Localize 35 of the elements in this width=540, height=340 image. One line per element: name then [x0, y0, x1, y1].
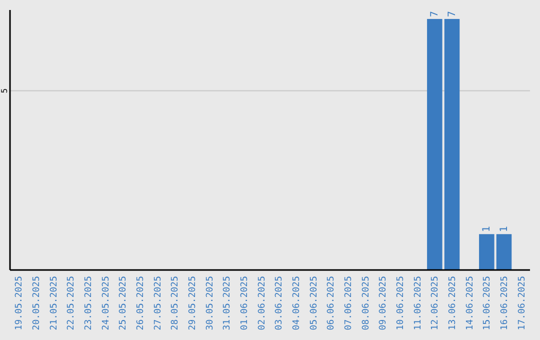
- x-tick-label: 26.05.2025: [136, 276, 146, 330]
- x-tick-label: 14.06.2025: [465, 276, 476, 330]
- x-tick-label: 30.05.2025: [205, 276, 216, 330]
- x-tick-label: 17.06.2025: [517, 276, 528, 330]
- data-label: 7: [447, 10, 458, 17]
- x-tick-label: 15.06.2025: [482, 276, 493, 330]
- x-tick-label: 28.05.2025: [170, 276, 181, 330]
- x-tick-label: 07.06.2025: [344, 276, 354, 330]
- x-tick-label: 24.05.2025: [101, 276, 112, 330]
- data-label: 1: [482, 226, 493, 232]
- x-tick-label: 02.06.2025: [257, 276, 268, 330]
- x-tick-label: 20.05.2025: [32, 276, 42, 330]
- x-tick-label: 23.05.2025: [84, 276, 94, 330]
- data-label: 1: [499, 226, 510, 232]
- x-tick-label: 21.05.2025: [49, 276, 60, 330]
- x-tick-label: 05.06.2025: [309, 276, 320, 330]
- x-tick-label: 09.06.2025: [378, 276, 389, 330]
- x-tick-label: 11.06.2025: [413, 276, 424, 330]
- x-tick-label: 16.06.2025: [500, 276, 510, 330]
- x-tick-label: 12.06.2025: [430, 276, 441, 330]
- x-tick-label: 01.06.2025: [240, 276, 250, 330]
- x-tick-label: 27.05.2025: [153, 276, 164, 330]
- x-tick-label: 13.06.2025: [448, 276, 458, 330]
- y-tick-label: 5: [0, 88, 9, 94]
- x-tick-label: 06.06.2025: [326, 276, 337, 330]
- x-tick-label: 19.05.2025: [14, 276, 25, 330]
- x-tick-label: 25.05.2025: [118, 276, 129, 330]
- x-tick-label: 29.05.2025: [188, 276, 198, 330]
- x-tick-label: 31.05.2025: [222, 276, 233, 330]
- x-tick-label: 04.06.2025: [292, 276, 302, 330]
- x-tick-label: 22.05.2025: [66, 276, 77, 330]
- data-label: 7: [430, 10, 441, 17]
- x-tick-label: 08.06.2025: [361, 276, 372, 330]
- x-tick-label: 03.06.2025: [274, 276, 285, 330]
- x-tick-label: 10.06.2025: [396, 276, 406, 330]
